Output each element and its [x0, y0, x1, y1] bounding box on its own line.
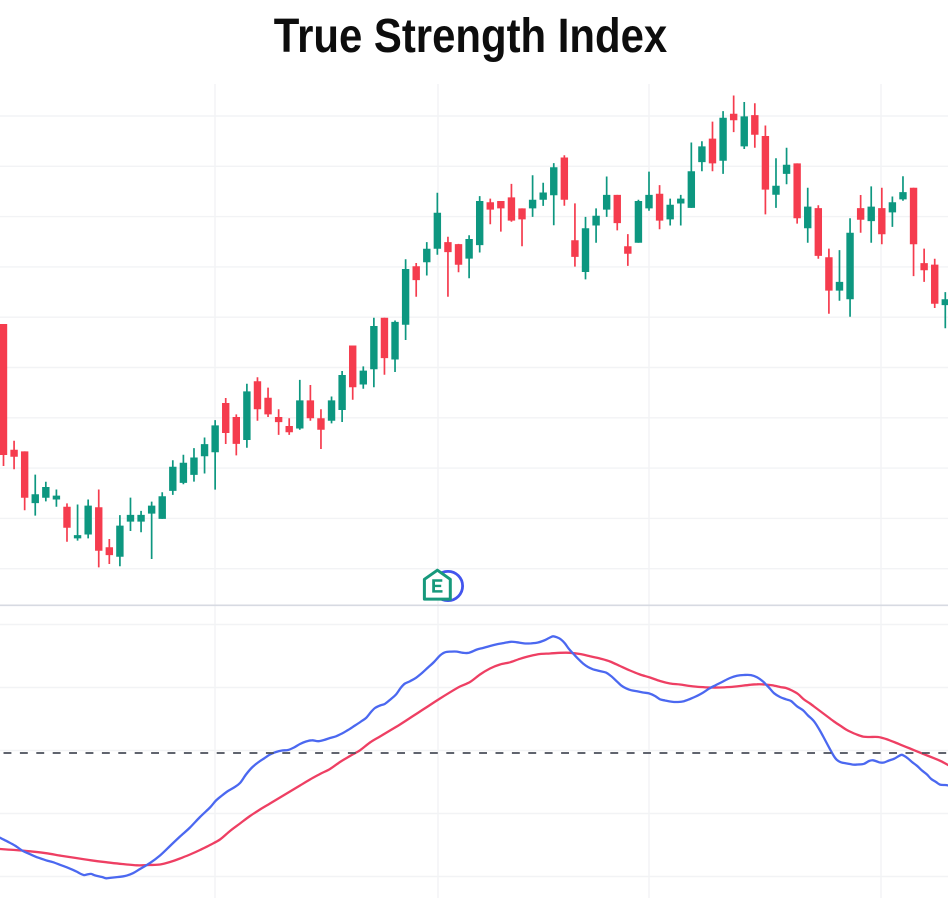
svg-text:True Strength Index: True Strength Index — [274, 8, 667, 62]
